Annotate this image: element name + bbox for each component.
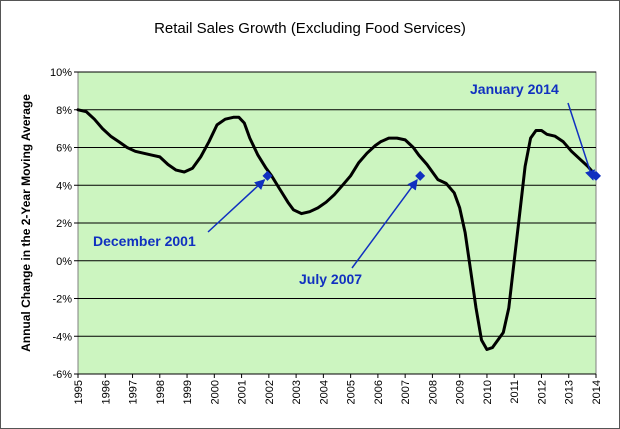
y-tick-label: 0% xyxy=(56,256,72,268)
x-tick-label: 2007 xyxy=(400,380,412,404)
annotation-label: December 2001 xyxy=(93,233,196,249)
x-tick-label: 2003 xyxy=(291,380,303,404)
x-axis-ticks: 1995 1996 1997 1998 1999 2000 2001 2002 2003 2004… xyxy=(73,374,603,404)
x-tick-label: 2009 xyxy=(455,380,467,404)
x-tick-label: 2010 xyxy=(482,380,494,404)
y-tick-label: 6% xyxy=(56,143,72,155)
y-axis-label: Annual Change in the 2-Year Moving Avera… xyxy=(19,94,33,352)
y-tick-label: 4% xyxy=(56,180,72,192)
x-tick-label: 1999 xyxy=(182,380,194,404)
x-tick-label: 1997 xyxy=(128,380,140,404)
y-tick-label: -2% xyxy=(52,294,72,306)
x-tick-label: 1995 xyxy=(73,380,85,404)
y-tick-label: 10% xyxy=(50,67,72,79)
x-tick-label: 1998 xyxy=(155,380,167,404)
annotation-label: January 2014 xyxy=(470,81,559,97)
y-tick-label: -4% xyxy=(52,331,72,343)
diamond-marker xyxy=(262,170,273,181)
x-tick-label: 2004 xyxy=(318,380,330,404)
y-tick-label: 2% xyxy=(56,218,72,230)
x-tick-label: 2011 xyxy=(509,380,521,404)
annotation-arrow xyxy=(351,178,418,269)
y-tick-label: 8% xyxy=(56,105,72,117)
chart-title: Retail Sales Growth (Excluding Food Serv… xyxy=(154,20,466,37)
x-tick-label: 2005 xyxy=(346,380,358,404)
annotation-label: July 2007 xyxy=(299,271,362,287)
x-tick-label: 2006 xyxy=(373,380,385,404)
x-tick-label: 2000 xyxy=(209,380,221,404)
x-tick-label: 2001 xyxy=(237,380,249,404)
x-tick-label: 2002 xyxy=(264,380,276,404)
annotations: December 2001 July 2007 January 2014 xyxy=(93,81,601,287)
series-line xyxy=(76,108,598,351)
annotation-arrow xyxy=(567,102,596,181)
gridlines xyxy=(78,71,596,375)
annotation-arrow xyxy=(207,179,266,233)
y-axis-ticks: 10% 8% 6% 4% 2% 0% -2% -4% -6% xyxy=(50,67,78,381)
x-tick-label: 2008 xyxy=(427,380,439,404)
x-tick-label: 2014 xyxy=(591,380,603,404)
y-tick-label: -6% xyxy=(52,369,72,381)
diamond-marker xyxy=(415,170,426,181)
x-tick-label: 2012 xyxy=(536,380,548,404)
x-tick-label: 1996 xyxy=(100,380,112,404)
x-tick-label: 2013 xyxy=(564,380,576,404)
diamond-marker xyxy=(591,170,601,181)
